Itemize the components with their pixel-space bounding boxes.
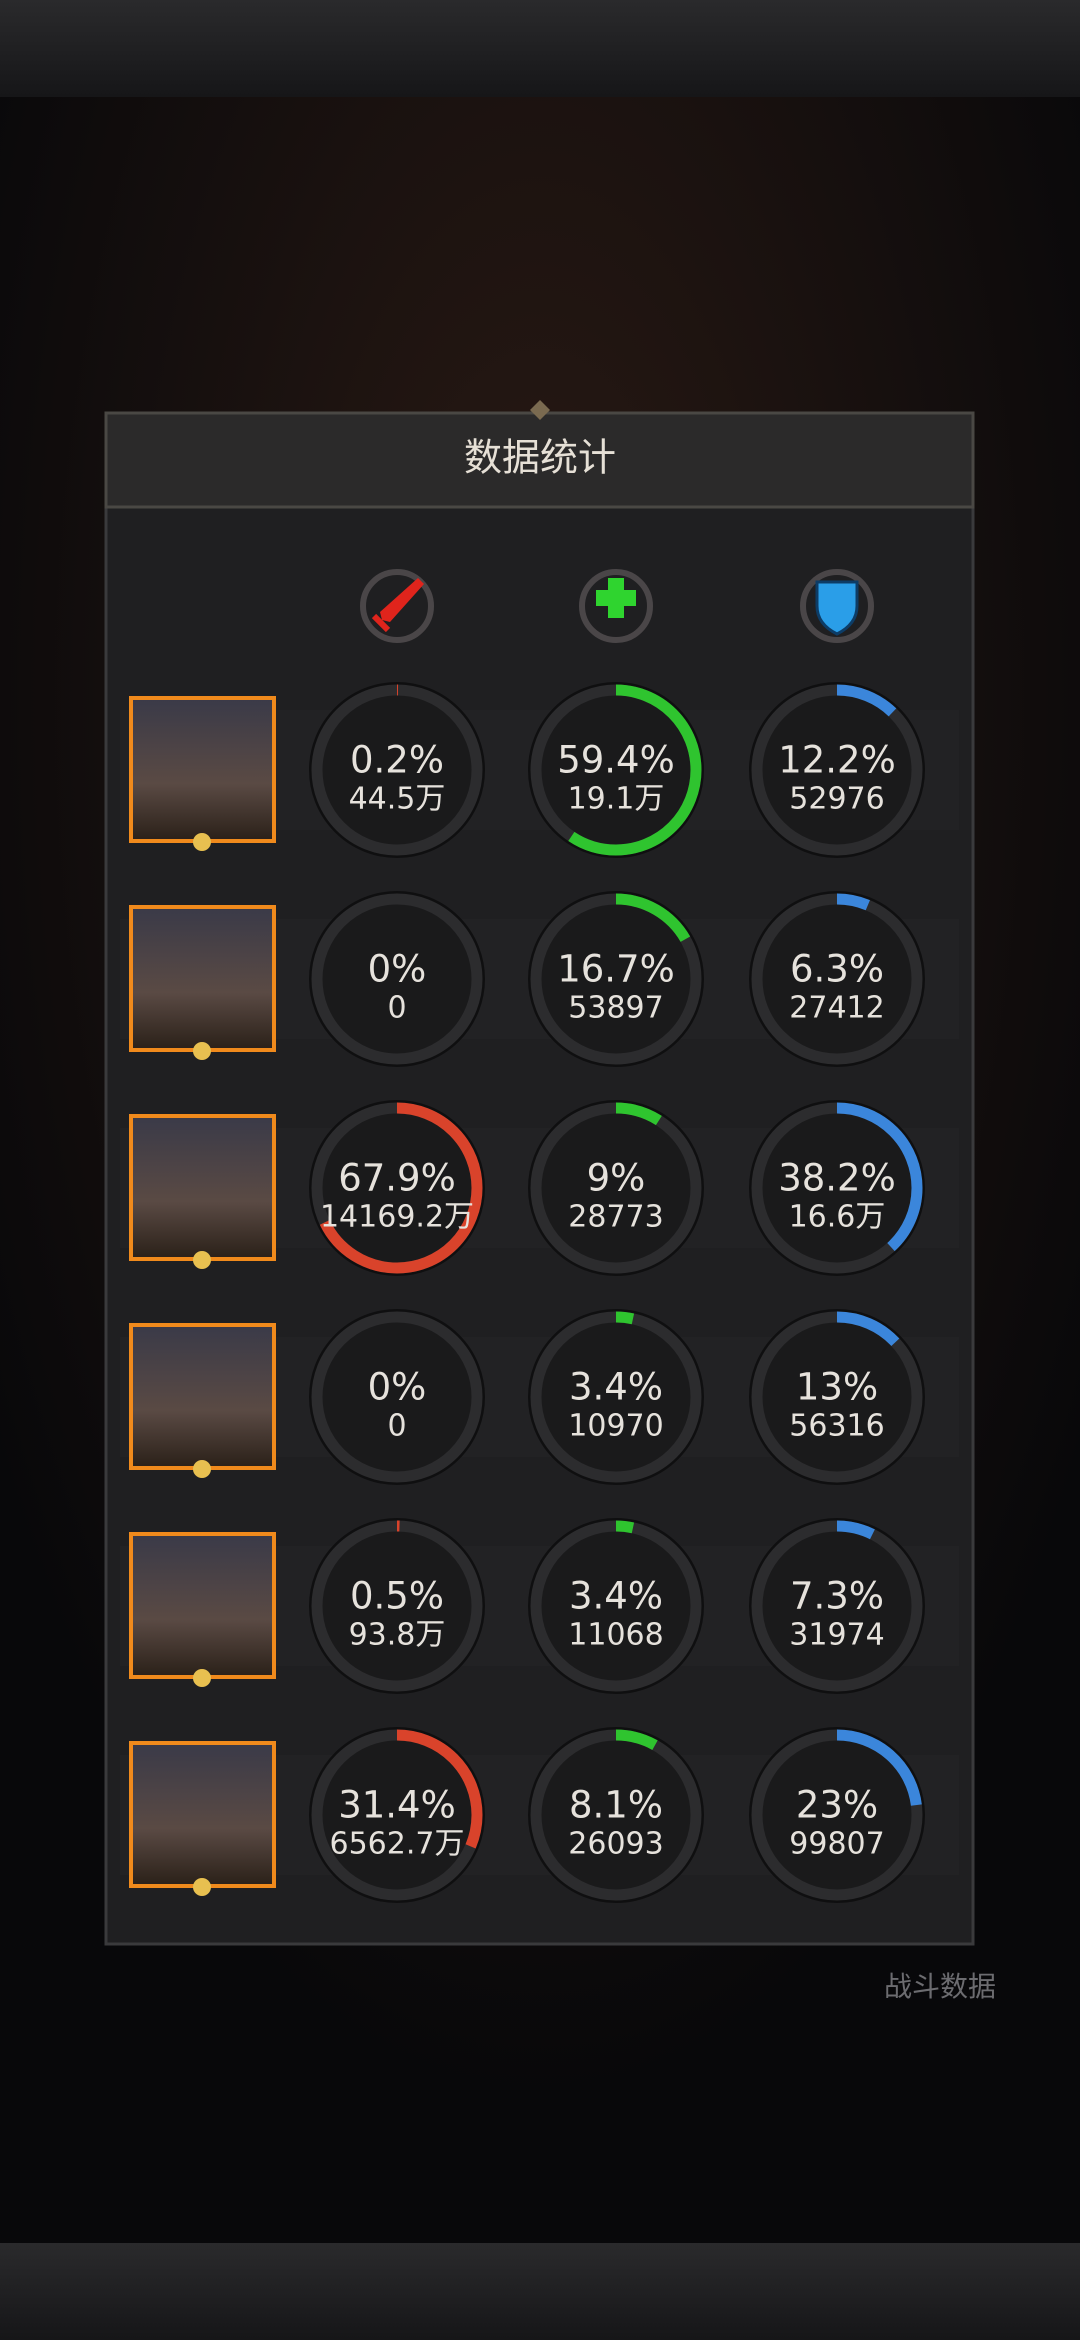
percent-label: 16.7% (557, 948, 675, 991)
amount-label: 53897 (568, 991, 663, 1026)
healing-icon (579, 569, 653, 643)
ring-background (528, 891, 704, 1067)
percent-label: 7.3% (790, 1575, 884, 1618)
hero-badge (193, 1042, 211, 1060)
ring-arc (311, 1102, 483, 1274)
percent-label: 3.4% (569, 1575, 663, 1618)
hero-portrait (129, 1532, 276, 1679)
ring-arc (311, 684, 483, 856)
percent-label: 9% (587, 1157, 646, 1200)
amount-label: 10970 (568, 1409, 663, 1444)
ring-arc (530, 1102, 702, 1274)
amount-label: 0 (387, 991, 406, 1026)
ring-background (309, 682, 485, 858)
ring-arc (530, 1729, 702, 1901)
percent-label: 0.5% (350, 1575, 444, 1618)
ring-arc (530, 684, 702, 856)
amount-label: 52976 (789, 782, 884, 817)
ring-arc (311, 1520, 483, 1692)
amount-label: 11068 (568, 1618, 663, 1653)
ring-arc (751, 1520, 923, 1692)
percent-label: 3.4% (569, 1366, 663, 1409)
hero-badge (193, 833, 211, 851)
hero-badge (193, 1878, 211, 1896)
hero-badge (193, 1251, 211, 1269)
amount-label: 27412 (789, 991, 884, 1026)
ring-background (749, 1100, 925, 1276)
percent-label: 6.3% (790, 948, 884, 991)
hero-portrait (129, 905, 276, 1052)
percent-label: 23% (796, 1784, 878, 1827)
top-bar (0, 0, 1080, 97)
percent-label: 0% (368, 948, 427, 991)
ring-background (749, 891, 925, 1067)
ring-background (528, 1518, 704, 1694)
ring-background (528, 1309, 704, 1485)
amount-label: 14169.2万 (320, 1200, 474, 1235)
amount-label: 6562.7万 (330, 1827, 465, 1862)
ring-arc (530, 1311, 702, 1483)
amount-label: 93.8万 (349, 1618, 446, 1653)
ring-arc (530, 893, 702, 1065)
percent-label: 67.9% (338, 1157, 456, 1200)
ring-background (528, 1100, 704, 1276)
ring-arc (751, 893, 923, 1065)
percent-label: 12.2% (778, 739, 896, 782)
ring-arc (751, 1102, 923, 1274)
percent-label: 38.2% (778, 1157, 896, 1200)
hero-portrait (129, 696, 276, 843)
percent-label: 8.1% (569, 1784, 663, 1827)
ring-arc (751, 684, 923, 856)
amount-label: 0 (387, 1409, 406, 1444)
ring-track (311, 1311, 483, 1483)
amount-label: 99807 (789, 1827, 884, 1862)
bottom-bar (0, 2243, 1080, 2340)
percent-label: 13% (796, 1366, 878, 1409)
amount-label: 19.1万 (568, 782, 665, 817)
amount-label: 56316 (789, 1409, 884, 1444)
amount-label: 31974 (789, 1618, 884, 1653)
ring-arc (311, 1729, 483, 1901)
ring-arc (751, 1311, 923, 1483)
amount-label: 16.6万 (789, 1200, 886, 1235)
tanking-icon (800, 569, 874, 643)
battle-data-button[interactable]: 战斗数据 (884, 1970, 996, 2003)
ring-arc (530, 1520, 702, 1692)
ring-background (309, 891, 485, 1067)
ring-background (309, 1100, 485, 1276)
ring-background (309, 1518, 485, 1694)
ring-track (311, 893, 483, 1065)
hero-portrait (129, 1741, 276, 1888)
ring-background (309, 1309, 485, 1485)
percent-label: 59.4% (557, 739, 675, 782)
hero-badge (193, 1460, 211, 1478)
damage-icon (360, 569, 434, 643)
title-ornament (530, 400, 550, 420)
ring-background (528, 1727, 704, 1903)
percent-label: 0% (368, 1366, 427, 1409)
hero-portrait (129, 1323, 276, 1470)
ring-arc (751, 1729, 923, 1901)
hero-portrait (129, 1114, 276, 1261)
amount-label: 44.5万 (349, 782, 446, 817)
ring-background (528, 682, 704, 858)
ring-background (749, 682, 925, 858)
panel-title: 数据统计 (464, 436, 616, 480)
amount-label: 28773 (568, 1200, 663, 1235)
ring-background (309, 1727, 485, 1903)
amount-label: 26093 (568, 1827, 663, 1862)
percent-label: 31.4% (338, 1784, 456, 1827)
ring-background (749, 1727, 925, 1903)
ring-background (749, 1309, 925, 1485)
hero-badge (193, 1669, 211, 1687)
percent-label: 0.2% (350, 739, 444, 782)
ring-background (749, 1518, 925, 1694)
